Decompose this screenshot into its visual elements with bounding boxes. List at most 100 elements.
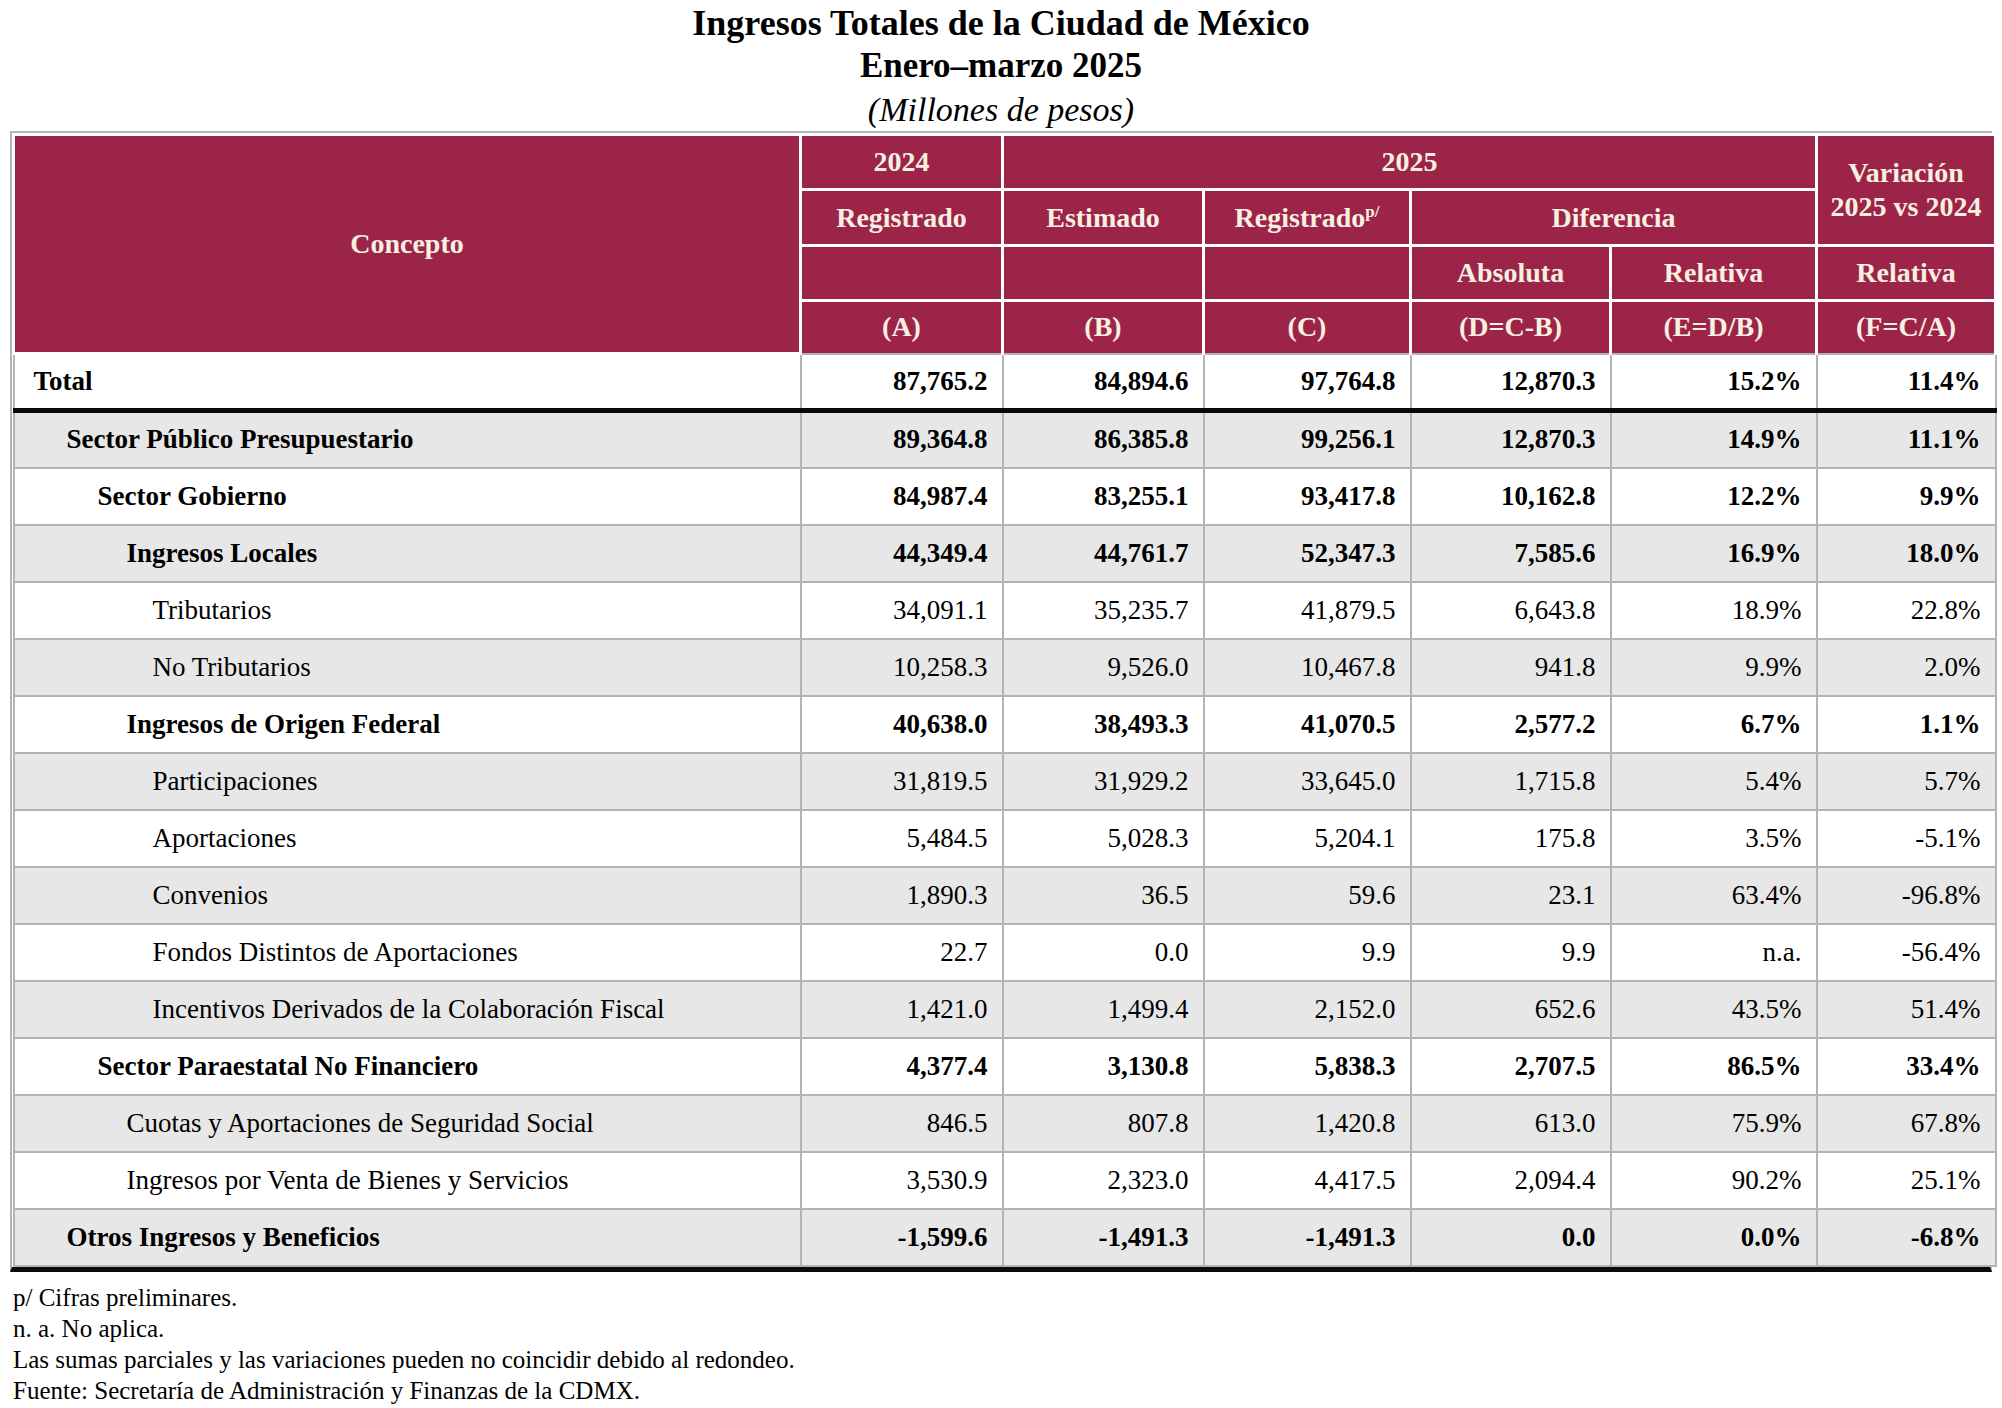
value-cell-registrado-2025: 59.6 xyxy=(1204,867,1411,924)
table-row: Ingresos Locales 44,349.4 44,761.7 52,34… xyxy=(14,525,1996,582)
value-cell-diferencia-absoluta: 6,643.8 xyxy=(1411,582,1611,639)
header-cell-absoluta: Absoluta xyxy=(1411,246,1611,301)
header-cell-relativa-diferencia: Relativa xyxy=(1611,246,1817,301)
footnote-no-aplica: n. a. No aplica. xyxy=(13,1313,2002,1344)
value-cell-diferencia-absoluta: 175.8 xyxy=(1411,810,1611,867)
header-cell-letter-b: (B) xyxy=(1003,301,1204,354)
value-cell-diferencia-relativa: 16.9% xyxy=(1611,525,1817,582)
value-cell-variacion-relativa: 67.8% xyxy=(1817,1095,1996,1152)
header-cell-concepto: Concepto xyxy=(14,135,801,354)
value-cell-registrado-2024: 44,349.4 xyxy=(801,525,1003,582)
concept-cell: Fondos Distintos de Aportaciones xyxy=(14,924,801,981)
value-cell-registrado-2024: 3,530.9 xyxy=(801,1152,1003,1209)
value-cell-variacion-relativa: -56.4% xyxy=(1817,924,1996,981)
value-cell-registrado-2025: 5,204.1 xyxy=(1204,810,1411,867)
concept-cell: Incentivos Derivados de la Colaboración … xyxy=(14,981,801,1038)
value-cell-diferencia-absoluta: 23.1 xyxy=(1411,867,1611,924)
value-cell-diferencia-relativa: 90.2% xyxy=(1611,1152,1817,1209)
footnotes: p/ Cifras preliminares. n. a. No aplica.… xyxy=(13,1282,2002,1406)
table-row: No Tributarios 10,258.3 9,526.0 10,467.8… xyxy=(14,639,1996,696)
value-cell-estimado: 3,130.8 xyxy=(1003,1038,1204,1095)
concept-cell: Participaciones xyxy=(14,753,801,810)
value-cell-diferencia-absoluta: 2,094.4 xyxy=(1411,1152,1611,1209)
registrado-2025-label: Registrado xyxy=(1235,202,1366,233)
value-cell-diferencia-relativa: 63.4% xyxy=(1611,867,1817,924)
value-cell-variacion-relativa: 5.7% xyxy=(1817,753,1996,810)
table-body: Total 87,765.2 84,894.6 97,764.8 12,870.… xyxy=(14,354,1996,1266)
value-cell-estimado: 35,235.7 xyxy=(1003,582,1204,639)
value-cell-variacion-relativa: -6.8% xyxy=(1817,1209,1996,1266)
value-cell-variacion-relativa: -5.1% xyxy=(1817,810,1996,867)
value-cell-diferencia-absoluta: 12,870.3 xyxy=(1411,354,1611,411)
concept-cell: Aportaciones xyxy=(14,810,801,867)
concept-cell: Sector Público Presupuestario xyxy=(14,411,801,468)
value-cell-diferencia-relativa: 3.5% xyxy=(1611,810,1817,867)
header-cell-letter-a: (A) xyxy=(801,301,1003,354)
value-cell-registrado-2024: 22.7 xyxy=(801,924,1003,981)
concept-cell: Convenios xyxy=(14,867,801,924)
value-cell-diferencia-relativa: 86.5% xyxy=(1611,1038,1817,1095)
table-row: Fondos Distintos de Aportaciones 22.7 0.… xyxy=(14,924,1996,981)
value-cell-diferencia-absoluta: 652.6 xyxy=(1411,981,1611,1038)
value-cell-registrado-2025: 97,764.8 xyxy=(1204,354,1411,411)
value-cell-estimado: 86,385.8 xyxy=(1003,411,1204,468)
concept-cell: Ingresos Locales xyxy=(14,525,801,582)
value-cell-registrado-2025: 4,417.5 xyxy=(1204,1152,1411,1209)
value-cell-diferencia-relativa: 0.0% xyxy=(1611,1209,1817,1266)
value-cell-estimado: 83,255.1 xyxy=(1003,468,1204,525)
value-cell-estimado: 44,761.7 xyxy=(1003,525,1204,582)
header-cell-empty-a xyxy=(801,246,1003,301)
value-cell-diferencia-absoluta: 9.9 xyxy=(1411,924,1611,981)
value-cell-registrado-2024: 31,819.5 xyxy=(801,753,1003,810)
value-cell-diferencia-relativa: 5.4% xyxy=(1611,753,1817,810)
value-cell-variacion-relativa: 2.0% xyxy=(1817,639,1996,696)
value-cell-registrado-2025: 9.9 xyxy=(1204,924,1411,981)
value-cell-diferencia-absoluta: 12,870.3 xyxy=(1411,411,1611,468)
value-cell-variacion-relativa: 18.0% xyxy=(1817,525,1996,582)
value-cell-registrado-2024: 89,364.8 xyxy=(801,411,1003,468)
value-cell-diferencia-relativa: 9.9% xyxy=(1611,639,1817,696)
value-cell-registrado-2024: 84,987.4 xyxy=(801,468,1003,525)
value-cell-estimado: 38,493.3 xyxy=(1003,696,1204,753)
value-cell-diferencia-relativa: 18.9% xyxy=(1611,582,1817,639)
value-cell-estimado: 807.8 xyxy=(1003,1095,1204,1152)
table-row: Ingresos de Origen Federal 40,638.0 38,4… xyxy=(14,696,1996,753)
value-cell-registrado-2025: 33,645.0 xyxy=(1204,753,1411,810)
value-cell-variacion-relativa: 51.4% xyxy=(1817,981,1996,1038)
value-cell-registrado-2024: 846.5 xyxy=(801,1095,1003,1152)
table-row: Participaciones 31,819.5 31,929.2 33,645… xyxy=(14,753,1996,810)
value-cell-variacion-relativa: -96.8% xyxy=(1817,867,1996,924)
value-cell-estimado: 2,323.0 xyxy=(1003,1152,1204,1209)
table-header: Concepto 2024 2025 Variación 2025 vs 202… xyxy=(14,135,1996,354)
value-cell-estimado: 5,028.3 xyxy=(1003,810,1204,867)
value-cell-diferencia-relativa: 75.9% xyxy=(1611,1095,1817,1152)
page-subtitle-period: Enero–marzo 2025 xyxy=(0,44,2002,88)
table-row: Ingresos por Venta de Bienes y Servicios… xyxy=(14,1152,1996,1209)
value-cell-diferencia-absoluta: 7,585.6 xyxy=(1411,525,1611,582)
table-row: Sector Gobierno 84,987.4 83,255.1 93,417… xyxy=(14,468,1996,525)
concept-cell: Total xyxy=(14,354,801,411)
header-cell-letter-c: (C) xyxy=(1204,301,1411,354)
preliminary-superscript: p/ xyxy=(1365,201,1379,220)
value-cell-registrado-2024: 5,484.5 xyxy=(801,810,1003,867)
header-cell-registrado-2025: Registradop/ xyxy=(1204,190,1411,246)
value-cell-registrado-2024: 34,091.1 xyxy=(801,582,1003,639)
header-cell-variacion: Variación 2025 vs 2024 xyxy=(1817,135,1996,246)
concept-cell: No Tributarios xyxy=(14,639,801,696)
header-cell-2025: 2025 xyxy=(1003,135,1817,190)
income-table-frame: Concepto 2024 2025 Variación 2025 vs 202… xyxy=(10,131,1992,1272)
table-row: Sector Público Presupuestario 89,364.8 8… xyxy=(14,411,1996,468)
value-cell-registrado-2024: 1,890.3 xyxy=(801,867,1003,924)
value-cell-diferencia-absoluta: 613.0 xyxy=(1411,1095,1611,1152)
concept-cell: Sector Paraestatal No Financiero xyxy=(14,1038,801,1095)
value-cell-registrado-2024: -1,599.6 xyxy=(801,1209,1003,1266)
header-cell-estimado: Estimado xyxy=(1003,190,1204,246)
page-title: Ingresos Totales de la Ciudad de México xyxy=(0,2,2002,44)
value-cell-variacion-relativa: 1.1% xyxy=(1817,696,1996,753)
concept-cell: Ingresos por Venta de Bienes y Servicios xyxy=(14,1152,801,1209)
table-row: Aportaciones 5,484.5 5,028.3 5,204.1 175… xyxy=(14,810,1996,867)
header-cell-letter-f: (F=C/A) xyxy=(1817,301,1996,354)
table-row: Sector Paraestatal No Financiero 4,377.4… xyxy=(14,1038,1996,1095)
concept-cell: Tributarios xyxy=(14,582,801,639)
table-row: Tributarios 34,091.1 35,235.7 41,879.5 6… xyxy=(14,582,1996,639)
